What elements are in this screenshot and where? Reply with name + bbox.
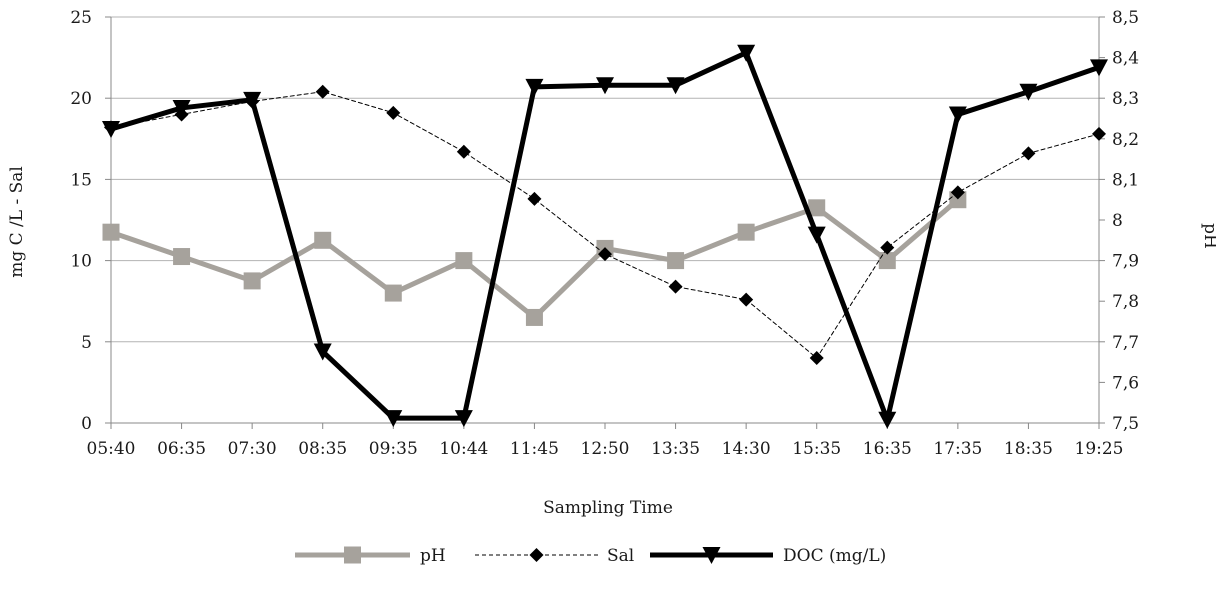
series-line bbox=[108, 197, 961, 320]
data-point bbox=[525, 78, 544, 96]
x-tick-label: 08:35 bbox=[298, 439, 347, 459]
y-axis-title-left: mg C /L - Sal bbox=[7, 166, 27, 278]
right-tick-label: 8,5 bbox=[1112, 8, 1139, 28]
right-tick-label: 7,5 bbox=[1112, 414, 1139, 434]
data-point bbox=[949, 191, 967, 209]
x-tick-label: 19:25 bbox=[1075, 439, 1124, 459]
right-tick-label: 7,9 bbox=[1112, 252, 1139, 272]
x-tick-label: 11:45 bbox=[510, 439, 559, 459]
data-point bbox=[173, 248, 191, 266]
data-point bbox=[1021, 146, 1036, 161]
legend-marker bbox=[702, 547, 721, 564]
right-tick-label: 7,7 bbox=[1112, 333, 1139, 353]
data-point bbox=[456, 144, 471, 159]
data-point bbox=[808, 199, 826, 217]
right-tick-label: 7,6 bbox=[1112, 373, 1139, 393]
data-point bbox=[666, 77, 685, 95]
x-tick-label: 12:50 bbox=[581, 439, 630, 459]
legend-label: DOC (mg/L) bbox=[783, 546, 886, 566]
data-point bbox=[807, 226, 826, 244]
data-point bbox=[172, 99, 191, 117]
data-point bbox=[527, 191, 542, 206]
data-point bbox=[525, 308, 543, 326]
data-point bbox=[739, 292, 754, 307]
data-point bbox=[243, 272, 261, 290]
data-point bbox=[102, 223, 120, 241]
data-point bbox=[102, 121, 120, 139]
legend-label: pH bbox=[420, 546, 446, 566]
data-point bbox=[384, 410, 403, 428]
right-tick-label: 8 bbox=[1112, 211, 1123, 231]
data-point bbox=[948, 106, 967, 124]
left-tick-label: 25 bbox=[70, 8, 92, 28]
x-axis-title: Sampling Time bbox=[543, 498, 673, 518]
x-tick-label: 10:44 bbox=[439, 439, 488, 459]
x-axis-ticks: 05:40 06:35 07:30 08:35 09:35 10:44 11:45 12:50… bbox=[87, 423, 1124, 459]
x-tick-label: 13:35 bbox=[651, 439, 700, 459]
left-tick-label: 10 bbox=[70, 252, 92, 272]
y-axis-title-right: pH bbox=[1200, 223, 1216, 249]
x-tick-label: 05:40 bbox=[87, 439, 136, 459]
x-tick-label: 09:35 bbox=[369, 439, 418, 459]
data-point bbox=[880, 240, 895, 255]
data-point bbox=[1092, 126, 1106, 141]
x-tick-label: 15:35 bbox=[792, 439, 841, 459]
data-point bbox=[313, 343, 332, 361]
data-point bbox=[314, 231, 332, 249]
series-doc-mg-l bbox=[102, 44, 1108, 429]
left-tick-label: 5 bbox=[81, 333, 92, 353]
x-tick-label: 17:35 bbox=[933, 439, 982, 459]
data-point bbox=[737, 223, 755, 241]
data-point bbox=[737, 44, 756, 62]
left-axis-ticks: 0 5 10 15 20 25 bbox=[70, 8, 111, 434]
data-point bbox=[455, 252, 473, 270]
legend-marker bbox=[344, 546, 361, 564]
left-tick-label: 15 bbox=[70, 170, 92, 190]
data-point bbox=[386, 105, 401, 120]
legend-marker bbox=[529, 548, 544, 562]
data-point bbox=[1019, 83, 1038, 101]
x-tick-label: 18:35 bbox=[1004, 439, 1053, 459]
right-tick-label: 8,2 bbox=[1112, 130, 1139, 150]
right-tick-label: 7,8 bbox=[1112, 292, 1139, 312]
x-tick-label: 07:30 bbox=[228, 439, 277, 459]
data-point bbox=[950, 185, 965, 200]
series-layer bbox=[102, 44, 1108, 429]
x-tick-label: 16:35 bbox=[863, 439, 912, 459]
x-tick-label: 14:30 bbox=[722, 439, 771, 459]
left-tick-label: 20 bbox=[70, 89, 92, 109]
data-point bbox=[667, 252, 685, 270]
data-point bbox=[454, 410, 473, 428]
x-tick-label: 06:35 bbox=[157, 439, 206, 459]
data-point bbox=[1090, 59, 1108, 77]
right-tick-label: 8,1 bbox=[1112, 170, 1139, 190]
data-point bbox=[878, 411, 897, 429]
left-tick-label: 0 bbox=[81, 414, 92, 434]
right-tick-label: 8,4 bbox=[1112, 49, 1139, 69]
series-ph bbox=[102, 191, 967, 326]
data-point bbox=[315, 84, 330, 99]
legend-label: Sal bbox=[607, 546, 634, 566]
data-point bbox=[243, 91, 262, 109]
data-point bbox=[809, 351, 824, 366]
data-point bbox=[596, 77, 614, 95]
data-point bbox=[598, 247, 612, 262]
data-point bbox=[878, 252, 896, 270]
right-axis-ticks: 7,5 7,6 7,7 7,8 7,9 8 8,1 8,2 8,3 8,4 8,5 bbox=[1099, 8, 1139, 434]
data-point bbox=[384, 284, 402, 302]
legend: pH Sal DOC (mg/L) bbox=[295, 546, 886, 566]
right-tick-label: 8,3 bbox=[1112, 89, 1139, 109]
data-point bbox=[668, 279, 683, 294]
